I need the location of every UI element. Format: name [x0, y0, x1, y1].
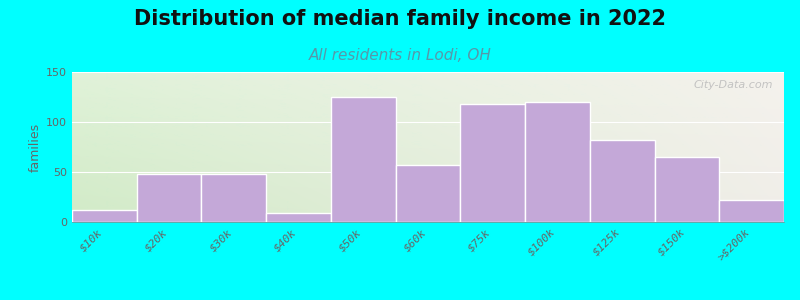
- Bar: [266, 213, 331, 222]
- Bar: [331, 97, 396, 222]
- Bar: [590, 140, 654, 222]
- Bar: [654, 157, 719, 222]
- Y-axis label: families: families: [29, 122, 42, 172]
- Bar: [137, 174, 202, 222]
- Bar: [396, 165, 460, 222]
- Text: All residents in Lodi, OH: All residents in Lodi, OH: [309, 48, 491, 63]
- Text: Distribution of median family income in 2022: Distribution of median family income in …: [134, 9, 666, 29]
- Bar: [72, 210, 137, 222]
- Bar: [460, 104, 525, 222]
- Bar: [525, 102, 590, 222]
- Bar: [202, 174, 266, 222]
- Bar: [719, 200, 784, 222]
- Text: City-Data.com: City-Data.com: [694, 80, 774, 89]
